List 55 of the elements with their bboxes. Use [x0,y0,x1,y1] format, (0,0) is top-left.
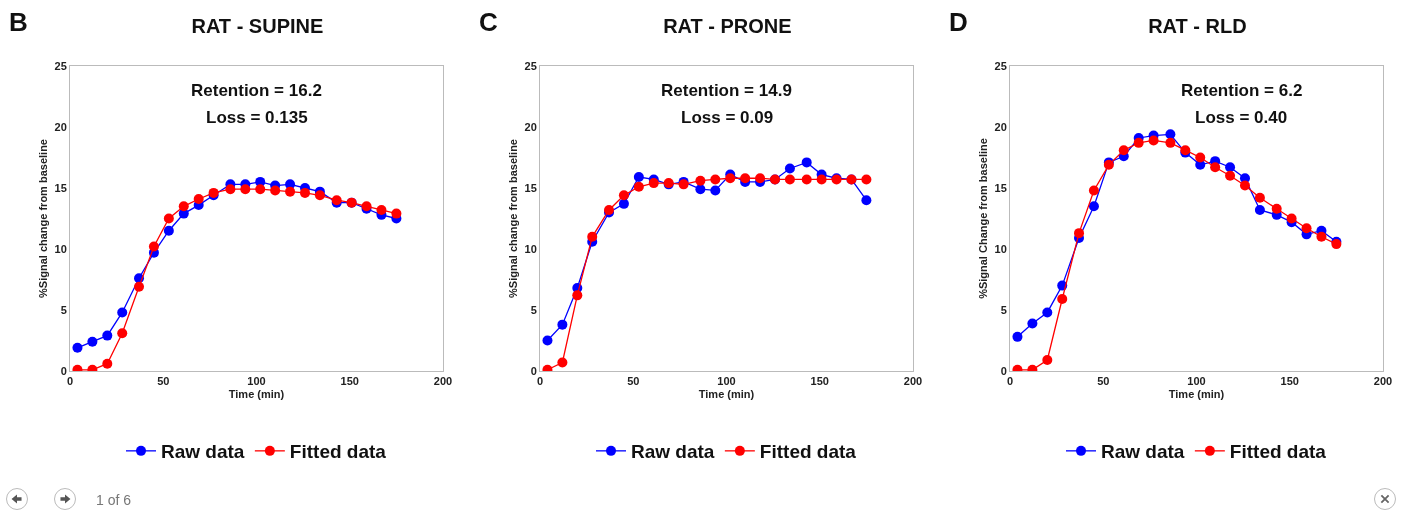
y-tick-label: 20 [994,120,1007,133]
x-tick-label: 150 [810,375,829,388]
y-tick-label: 20 [524,120,537,133]
y-tick-label: 15 [524,181,537,194]
legend-label: Raw data [631,441,715,463]
y-tick-label: 10 [994,242,1007,255]
x-tick-label: 50 [157,375,170,388]
annotation: Retention = 14.9 [661,81,792,100]
y-tick-label: 10 [524,242,537,255]
x-tick-label: 200 [1373,375,1393,388]
y-tick-label: 5 [530,303,537,316]
x-axis-title: Time (min) [1168,388,1225,401]
legend-label: Raw data [161,441,245,463]
x-tick-label: 50 [1097,375,1110,388]
text: C [479,7,498,37]
x-tick-label: 200 [903,375,923,388]
y-tick-label: 5 [60,303,67,316]
x-tick-label: 100 [247,375,266,388]
y-tick-label: 15 [54,181,67,194]
y-tick-label: 0 [1000,364,1007,377]
y-axis-title: %Signal Change from baseline [977,138,990,299]
text: 1 of 6 [96,492,132,508]
annotation: Retention = 6.2 [1181,81,1303,100]
chart-title: RAT - PRONE [663,15,792,38]
annotation: Loss = 0.09 [681,108,774,127]
legend-label: Fitted data [289,441,387,463]
x-tick-label: 200 [433,375,453,388]
x-axis-title: Time (min) [698,388,755,401]
y-tick-label: 0 [60,364,67,377]
x-tick-label: 50 [627,375,640,388]
text: B [9,7,28,37]
text: D [949,7,968,37]
x-tick-label: 150 [1280,375,1299,388]
legend-label: Fitted data [1229,441,1327,463]
y-tick-label: 0 [530,364,537,377]
y-axis-title: %Signal change from baseline [507,139,520,298]
y-tick-label: 25 [54,59,67,72]
y-tick-label: 10 [54,242,67,255]
y-tick-label: 20 [54,120,67,133]
chart-title: RAT - SUPINE [191,15,324,38]
y-axis-title: %Signal change from baseline [37,139,50,298]
annotation: Loss = 0.135 [206,108,308,127]
y-tick-label: 5 [1000,303,1007,316]
x-tick-label: 150 [340,375,359,388]
y-tick-label: 25 [524,59,537,72]
annotation: Loss = 0.40 [1195,108,1288,127]
chart-title: RAT - RLD [1148,15,1247,38]
y-tick-label: 15 [994,181,1007,194]
x-axis-title: Time (min) [228,388,285,401]
legend-label: Fitted data [759,441,857,463]
x-tick-label: 100 [1187,375,1206,388]
legend-label: Raw data [1101,441,1185,463]
annotation: Retention = 16.2 [191,81,322,100]
y-tick-label: 25 [994,59,1007,72]
x-tick-label: 100 [717,375,736,388]
